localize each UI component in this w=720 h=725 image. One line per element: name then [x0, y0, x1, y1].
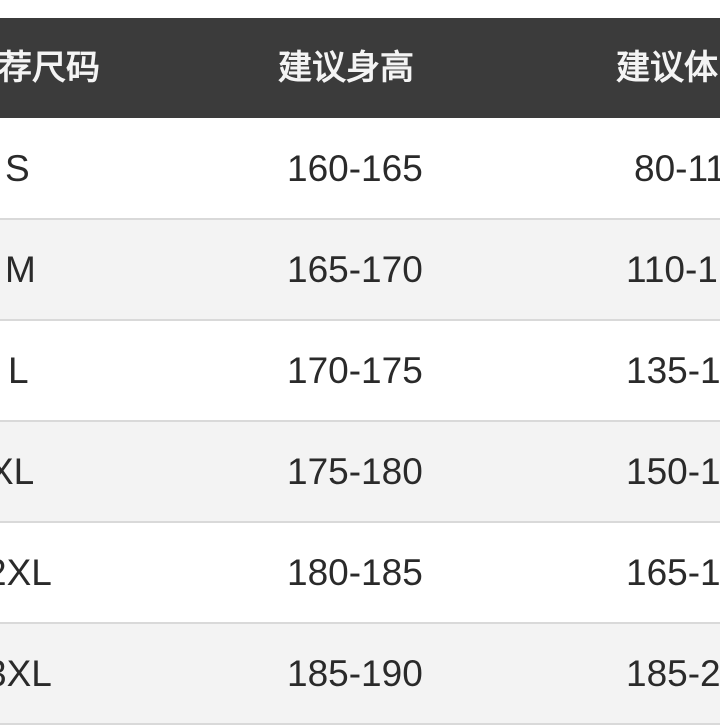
table-header: 荐尺码 建议身高 建议体 [0, 18, 720, 118]
height-cell: 160-165 [287, 148, 423, 189]
height-cell: 175-180 [287, 451, 423, 492]
table-row: 2XL 180-185 165-1 [0, 523, 720, 624]
size-cell: L [8, 350, 29, 391]
weight-cell: 80-11 [634, 148, 720, 189]
weight-cell: 135-1 [626, 350, 720, 391]
size-cell: M [5, 249, 36, 290]
height-cell: 185-190 [287, 653, 423, 694]
size-cell: XL [0, 451, 35, 492]
size-cell: S [5, 148, 30, 189]
table-row: L 170-175 135-1 [0, 321, 720, 422]
header-height: 建议身高 [278, 48, 414, 88]
weight-cell: 110-1 [626, 249, 718, 290]
size-cell: 3XL [0, 653, 52, 694]
header-weight: 建议体 [616, 48, 718, 88]
weight-cell: 185-2 [626, 653, 720, 694]
height-cell: 170-175 [287, 350, 423, 391]
height-cell: 180-185 [287, 552, 423, 593]
weight-cell: 165-1 [626, 552, 720, 593]
table-row: 3XL 185-190 185-2 [0, 624, 720, 725]
table-row: M 165-170 110-1 [0, 220, 720, 321]
table-row: XL 175-180 150-1 [0, 422, 720, 523]
table-row: S 160-165 80-11 [0, 119, 720, 220]
size-cell: 2XL [0, 552, 52, 593]
height-cell: 165-170 [287, 249, 423, 290]
header-size: 荐尺码 [0, 48, 100, 88]
weight-cell: 150-1 [626, 451, 720, 492]
